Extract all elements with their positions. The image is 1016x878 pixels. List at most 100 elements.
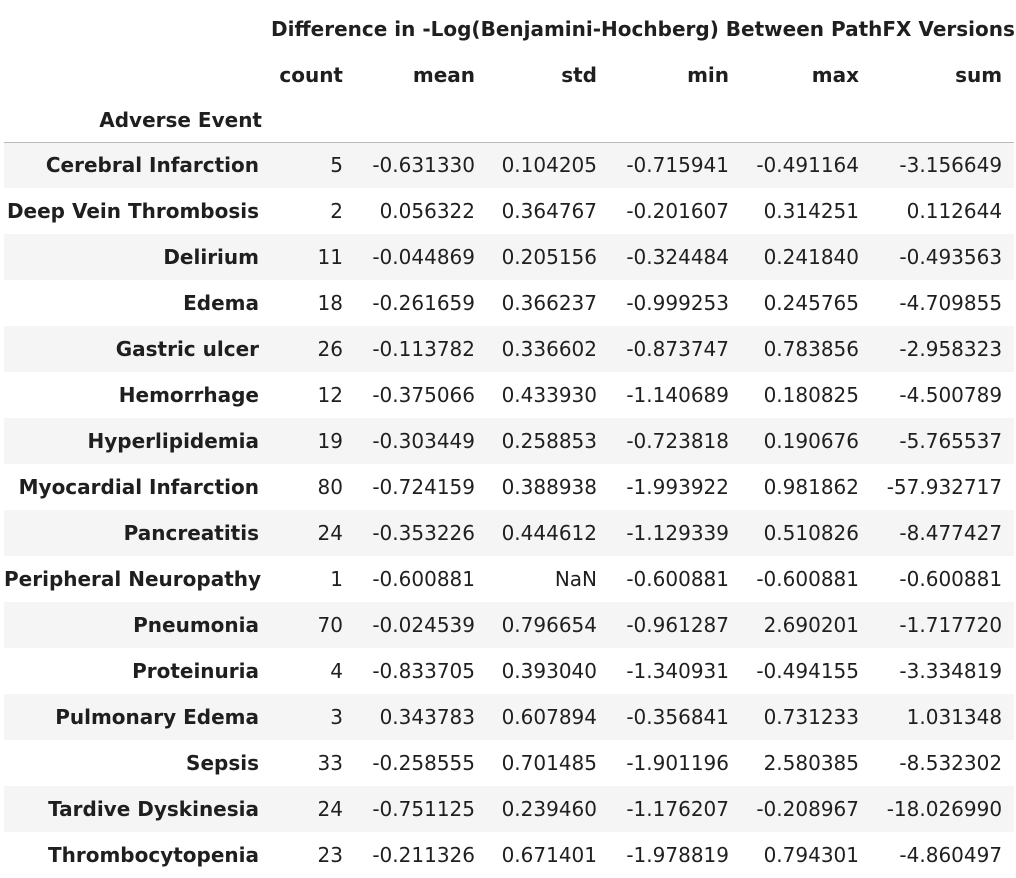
cell-min: -0.324484 [626,245,729,269]
cell-count: 24 [317,797,343,821]
table-row: Myocardial Infarction 80 -0.724159 0.388938… [4,464,1015,510]
cell-count: 33 [317,751,343,775]
table-row: Pulmonary Edema 3 0.343783 0.607894 -0.35684… [4,694,1015,740]
cell-mean: -0.833705 [372,659,475,683]
cell-max: 0.510826 [763,521,859,545]
table-row: Deep Vein Thrombosis 2 0.056322 0.364767 -0.… [4,188,1015,234]
cell-min: -1.340931 [626,659,729,683]
table-body: Cerebral Infarction 5 -0.631330 0.104205 -0.… [4,142,1015,878]
cell-std: 0.607894 [501,705,597,729]
cell-count: 3 [330,705,343,729]
column-header-count: count [279,63,343,87]
table-row: Pancreatitis 24 -0.353226 0.444612 -1.129339… [4,510,1015,556]
cell-mean: -0.751125 [372,797,475,821]
cell-min: -1.901196 [626,751,729,775]
row-label: Pneumonia [133,613,259,637]
cell-sum: -0.493563 [899,245,1003,269]
cell-max: -0.600881 [756,567,859,591]
cell-mean: 0.056322 [379,199,475,223]
cell-std: 0.104205 [501,153,597,178]
cell-mean: 0.343783 [379,705,475,729]
cell-mean: -0.258555 [372,751,475,775]
row-label: Hemorrhage [118,383,259,407]
cell-mean: -0.261659 [372,291,475,315]
cell-std: NaN [554,567,597,591]
cell-sum: -3.334819 [899,659,1003,683]
row-label: Hyperlipidemia [87,429,259,453]
row-label: Tardive Dyskinesia [48,797,259,821]
table-row: Proteinuria 4 -0.833705 0.393040 -1.340931 -0… [4,648,1015,694]
cell-min: -1.176207 [626,797,729,821]
cell-sum: -0.600881 [899,567,1003,591]
cell-mean: -0.211326 [372,843,475,867]
row-label: Delirium [163,245,259,269]
row-label: Pulmonary Edema [55,705,259,729]
header-blank [4,52,271,98]
cell-count: 80 [317,475,343,499]
cell-std: 0.393040 [501,659,597,683]
cell-max: -0.494155 [756,659,859,683]
cell-min: -1.129339 [626,521,729,545]
table-row: Pneumonia 70 -0.024539 0.796654 -0.961287 2.6… [4,602,1015,648]
column-header-mean: mean [412,63,475,87]
row-label: Proteinuria [132,659,259,683]
cell-max: -0.491164 [756,153,859,178]
row-label: Pancreatitis [123,521,259,545]
cell-min: -0.961287 [626,613,729,637]
cell-max: 0.783856 [763,337,859,361]
cell-mean: -0.303449 [372,429,475,453]
table-row: Cerebral Infarction 5 -0.631330 0.104205 -0.… [4,142,1015,188]
cell-sum: 0.112644 [906,199,1003,223]
cell-max: 0.314251 [763,199,859,223]
table-row: Edema 18 -0.261659 0.366237 -0.999253 0.24576… [4,280,1015,326]
cell-count: 70 [317,613,343,637]
table-row: Peripheral Neuropathy 1 -0.600881 NaN -0.600… [4,556,1015,602]
cell-std: 0.258853 [501,429,597,453]
cell-std: 0.671401 [501,843,597,867]
row-label: Deep Vein Thrombosis [6,199,259,223]
cell-max: 0.241840 [763,245,859,269]
cell-count: 26 [317,337,343,361]
cell-min: -1.993922 [626,475,729,499]
cell-max: -0.208967 [756,797,859,821]
table-row: Delirium 11 -0.044869 0.205156 -0.324484 0.24… [4,234,1015,280]
cell-count: 23 [317,843,343,867]
cell-max: 2.580385 [763,751,859,775]
cell-min: -0.999253 [626,291,729,315]
row-label: Edema [183,291,259,315]
cell-max: 0.180825 [763,383,859,407]
cell-count: 1 [330,567,343,591]
table-row: Hyperlipidemia 19 -0.303449 0.258853 -0.7238… [4,418,1015,464]
cell-sum: -5.765537 [899,429,1003,453]
cell-mean: -0.631330 [372,153,475,178]
cell-max: 0.731233 [763,705,859,729]
header-row-columns: count mean std min max sum [4,52,1014,98]
cell-mean: -0.353226 [372,521,475,545]
cell-min: -0.723818 [626,429,729,453]
cell-count: 24 [317,521,343,545]
cell-sum: -8.532302 [899,751,1003,775]
group-header: Difference in -Log(Benjamini-Hochberg) B… [271,17,1015,41]
cell-count: 18 [317,291,343,315]
cell-count: 11 [317,245,343,269]
header-blank [4,6,271,52]
cell-min: -0.873747 [626,337,729,361]
cell-sum: -4.500789 [899,383,1003,407]
cell-sum: -4.860497 [899,843,1003,867]
cell-min: -0.600881 [626,567,729,591]
cell-max: 2.690201 [763,613,859,637]
cell-count: 2 [330,199,343,223]
cell-mean: -0.375066 [372,383,475,407]
cell-sum: -18.026990 [886,797,1003,821]
cell-min: -0.201607 [626,199,729,223]
cell-mean: -0.044869 [372,245,475,269]
table-header: Difference in -Log(Benjamini-Hochberg) B… [4,6,1015,142]
cell-mean: -0.724159 [372,475,475,499]
column-header-max: max [811,63,859,87]
row-label: Peripheral Neuropathy [4,567,262,591]
row-label: Thrombocytopenia [47,843,259,867]
cell-std: 0.388938 [501,475,597,499]
cell-count: 5 [330,153,343,178]
cell-mean: -0.024539 [372,613,475,637]
row-label: Myocardial Infarction [18,475,259,499]
